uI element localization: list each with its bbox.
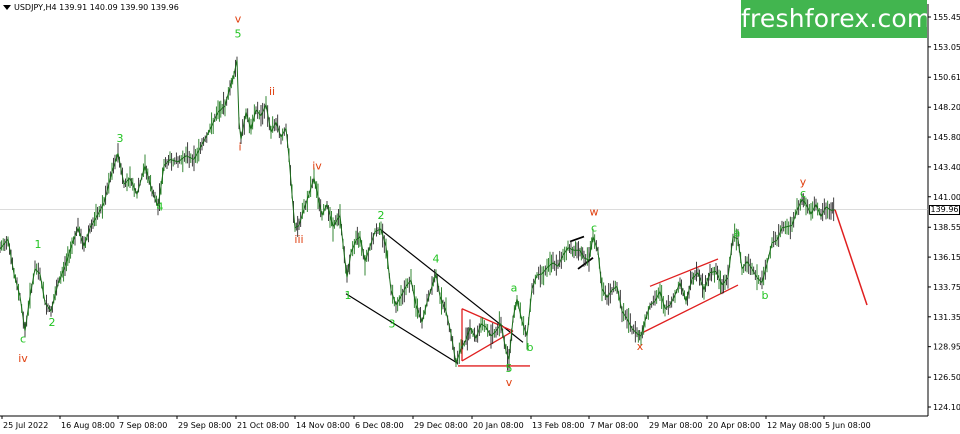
x-tick-label: 6 Dec 08:00 (355, 421, 404, 430)
wave-label: w (590, 205, 599, 218)
x-tick-label: 7 Sep 08:00 (119, 421, 167, 430)
wave-label: 3 (389, 317, 396, 330)
x-tick-label: 29 Dec 08:00 (414, 421, 468, 430)
wave-label: iii (294, 233, 303, 246)
wave-label: 4 (433, 253, 440, 266)
wave-label: b (762, 289, 769, 302)
wave-label: iv (18, 352, 28, 365)
y-tick-label: 155.45 (933, 13, 960, 22)
x-tick-label: 5 Jun 08:00 (825, 421, 871, 430)
y-axis: 155.45 153.05 150.61 148.20 145.80 143.40 141.… (928, 13, 960, 412)
y-tick-label: 150.61 (933, 73, 960, 82)
wave-label: v (506, 376, 513, 389)
y-tick-label: 131.35 (933, 313, 960, 322)
x-tick-label: 7 Mar 08:00 (590, 421, 638, 430)
y-tick-label: 143.40 (933, 163, 960, 172)
y-tick-label: 148.20 (933, 103, 960, 112)
x-tick-label: 21 Oct 08:00 (237, 421, 289, 430)
x-tick-label: 20 Jan 08:00 (473, 421, 524, 430)
x-tick-label: 13 Feb 08:00 (532, 421, 584, 430)
wave-label: 1 (345, 289, 352, 302)
current-price-tag: 139.96 (929, 205, 960, 215)
wave-label: b (527, 341, 534, 354)
wave-label: 3 (117, 132, 124, 145)
wave-label: x (637, 340, 644, 353)
triangle-line-red (461, 308, 514, 332)
wave-label: 2 (49, 316, 56, 329)
y-tick-label: 136.15 (933, 253, 960, 262)
brand-logo: freshforex.com (741, 0, 931, 38)
channel-line-black (345, 293, 459, 364)
wave-label: 5 (506, 362, 513, 375)
wave-label: iv (312, 159, 322, 172)
wave-label: c (800, 187, 806, 200)
x-tick-label: 20 Apr 08:00 (708, 421, 760, 430)
wave-label: 5 (235, 28, 242, 41)
channel-line-red (649, 258, 719, 287)
pattern-layer (345, 228, 739, 367)
wave-label: 2 (378, 209, 385, 222)
y-tick-label: 126.50 (933, 373, 960, 382)
wave-label: a (734, 227, 741, 240)
x-tick-label: 12 May 08:00 (767, 421, 822, 430)
y-tick-label: 124.10 (933, 403, 960, 412)
wave-label: v (235, 13, 242, 26)
wave-label: y (800, 176, 807, 189)
price-series (0, 56, 836, 372)
wave-label: i (238, 141, 241, 154)
wave-label: c (20, 332, 26, 345)
chart-menu-icon[interactable] (3, 5, 11, 10)
grid-layer (0, 4, 929, 417)
forecast-line (834, 209, 868, 306)
wave-label: 1 (35, 238, 42, 251)
x-tick-label: 25 Jul 2022 (3, 421, 48, 430)
wave-label: a (511, 281, 518, 294)
y-tick-label: 128.95 (933, 343, 960, 352)
x-axis: 25 Jul 2022 16 Aug 08:00 7 Sep 08:00 29 Sep… (1, 416, 871, 430)
wave-label: 4 (157, 200, 164, 213)
wave-label: ii (269, 85, 275, 98)
x-tick-label: 29 Mar 08:00 (649, 421, 702, 430)
y-tick-label: 138.55 (933, 223, 960, 232)
price-line (0, 59, 836, 364)
x-tick-label: 16 Aug 08:00 (61, 421, 115, 430)
y-tick-label: 133.75 (933, 283, 960, 292)
y-tick-label: 153.05 (933, 43, 960, 52)
marker-line-black (569, 235, 585, 243)
triangle-line-red (461, 330, 514, 362)
y-tick-label: 145.80 (933, 133, 960, 142)
x-tick-label: 29 Sep 08:00 (178, 421, 231, 430)
x-tick-label: 14 Nov 08:00 (296, 421, 350, 430)
wave-label: c (591, 222, 597, 235)
y-tick-label: 141.00 (933, 193, 960, 202)
forecast-layer (834, 209, 868, 306)
symbol-info: USDJPY,H4 139.91 140.09 139.90 139.96 (14, 3, 179, 12)
